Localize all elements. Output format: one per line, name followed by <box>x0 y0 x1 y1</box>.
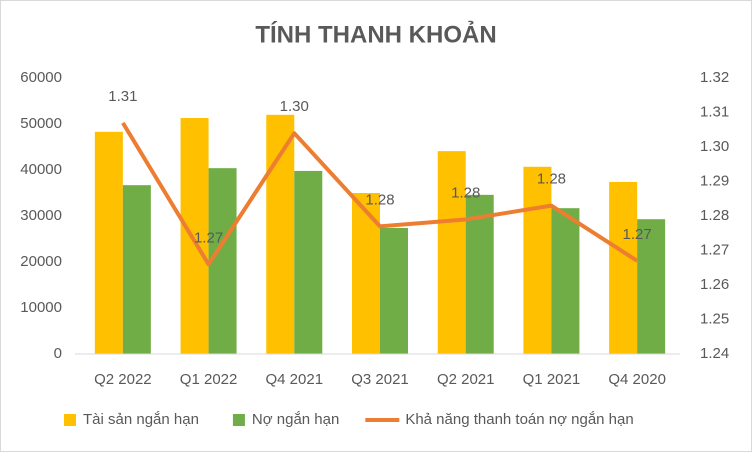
data-label: 1.28 <box>365 191 394 208</box>
bar <box>122 185 151 354</box>
bar <box>208 168 237 354</box>
y2-tick-label: 1.24 <box>700 345 729 362</box>
bar <box>637 219 666 354</box>
bar <box>437 151 466 354</box>
y2-tick-label: 1.30 <box>700 138 729 155</box>
y2-tick-label: 1.29 <box>700 172 729 189</box>
y-tick-label: 20000 <box>20 253 62 270</box>
bar <box>465 194 494 354</box>
x-tick-label: Q4 2021 <box>266 371 324 388</box>
y-tick-label: 10000 <box>20 299 62 316</box>
x-tick-label: Q1 2022 <box>180 371 238 388</box>
data-label: 1.28 <box>537 171 566 188</box>
x-tick-label: Q1 2021 <box>523 371 581 388</box>
bar <box>352 193 380 354</box>
y2-tick-label: 1.31 <box>700 103 729 120</box>
x-tick-label: Q2 2022 <box>94 371 152 388</box>
legend-label: Tài sản ngắn hạn <box>83 411 199 428</box>
y2-tick-label: 1.27 <box>700 241 729 258</box>
line <box>121 121 639 267</box>
legend-label: Khả năng thanh toán nợ ngắn hạn <box>405 411 633 428</box>
y2-tick-label: 1.25 <box>700 310 729 327</box>
chart-title: TÍNH THANH KHOẢN <box>255 19 496 48</box>
y2-tick-label: 1.26 <box>700 276 729 293</box>
bar <box>380 227 408 354</box>
bar <box>266 114 295 354</box>
y-tick-label: 0 <box>54 345 62 362</box>
bar <box>180 118 209 355</box>
data-label: 1.30 <box>280 98 309 115</box>
y-tick-label: 30000 <box>20 207 62 224</box>
y-tick-label: 40000 <box>20 161 62 178</box>
bar <box>523 166 552 354</box>
x-tick-label: Q2 2021 <box>437 371 495 388</box>
data-label: 1.28 <box>451 184 480 201</box>
data-label: 1.27 <box>194 229 223 246</box>
y2-tick-label: 1.32 <box>700 69 729 86</box>
bar <box>609 181 638 354</box>
legend-swatch <box>64 414 76 426</box>
bar <box>294 170 323 354</box>
bar <box>94 131 123 354</box>
bar <box>551 208 580 354</box>
x-tick-label: Q3 2021 <box>351 371 409 388</box>
y-tick-label: 60000 <box>20 69 62 86</box>
data-label: 1.27 <box>623 226 652 243</box>
y2-tick-label: 1.28 <box>700 207 729 224</box>
legend-label: Nợ ngắn hạn <box>252 411 339 428</box>
y-tick-label: 50000 <box>20 115 62 132</box>
data-label: 1.31 <box>108 88 137 105</box>
legend-swatch <box>232 414 245 426</box>
x-tick-label: Q4 2020 <box>608 371 666 388</box>
